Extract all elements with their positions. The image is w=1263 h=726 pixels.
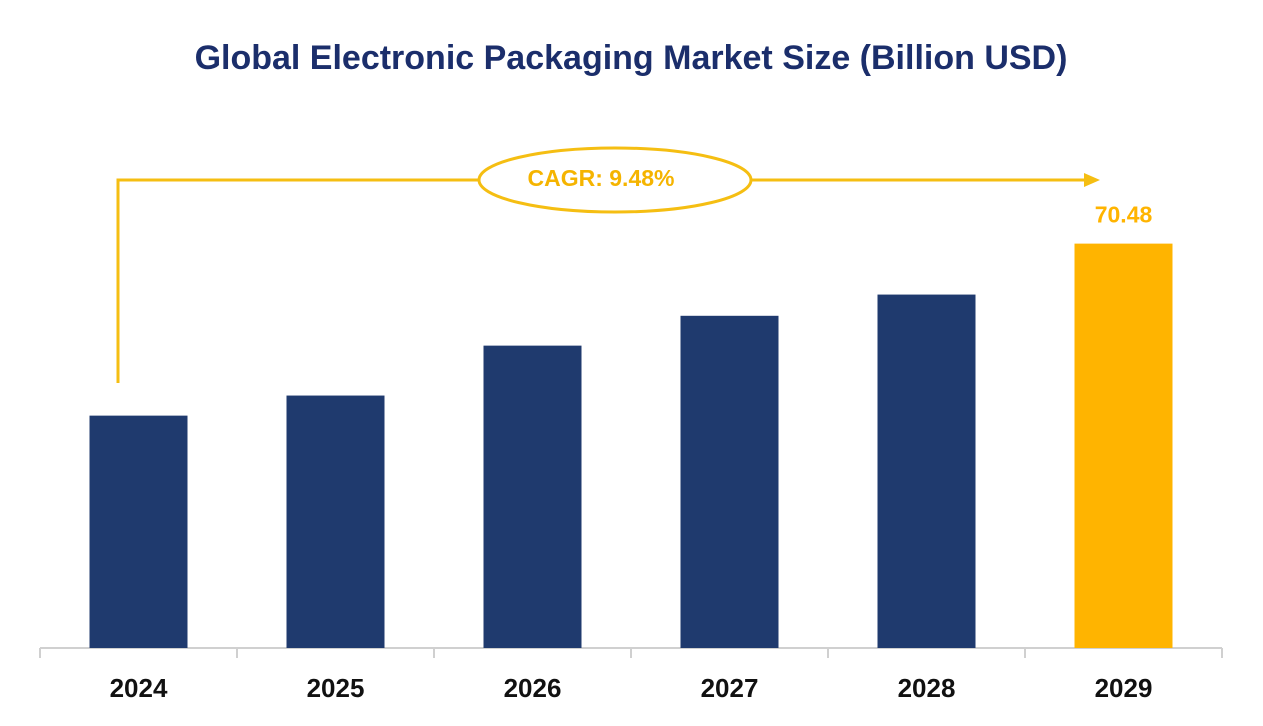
x-tick-label: 2027 (701, 673, 759, 703)
cagr-label: CAGR: 9.48% (528, 165, 675, 191)
bar (89, 415, 188, 648)
x-tick-label: 2026 (504, 673, 562, 703)
x-tick-label: 2028 (898, 673, 956, 703)
x-tick-label: 2025 (307, 673, 365, 703)
bar (286, 395, 385, 648)
x-tick-label: 2029 (1095, 673, 1153, 703)
chart-title: Global Electronic Packaging Market Size … (195, 39, 1068, 77)
bar (680, 315, 779, 648)
cagr-ellipse (477, 146, 753, 214)
arrow-head (1084, 173, 1100, 187)
cagr-arrow (116, 178, 1088, 383)
bar (483, 345, 582, 648)
x-tick-label: 2024 (110, 673, 168, 703)
bar (1074, 243, 1173, 648)
value-label: 70.48 (1095, 202, 1153, 228)
bar (877, 294, 976, 648)
